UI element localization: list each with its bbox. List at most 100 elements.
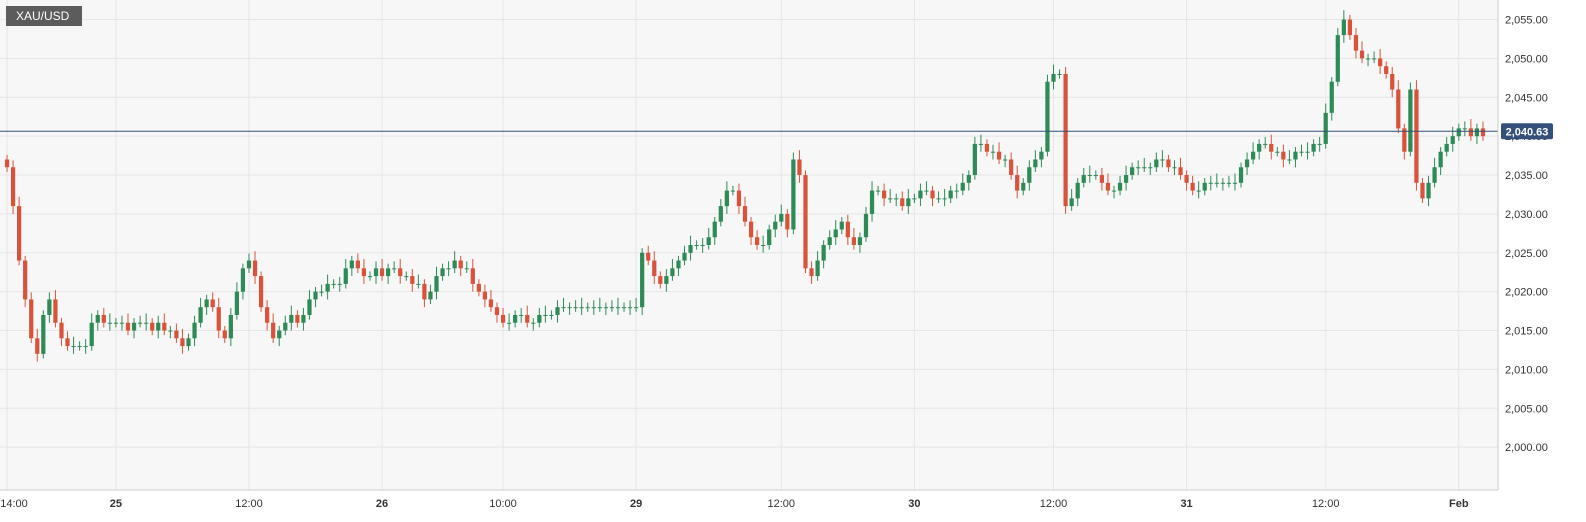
candle-body	[71, 346, 76, 348]
candle-body	[295, 314, 300, 323]
candle-body	[742, 206, 748, 222]
candle-body	[392, 268, 397, 270]
candle-body	[1359, 50, 1365, 59]
candle-body	[1184, 175, 1189, 183]
candle-body	[646, 252, 651, 261]
candle-body	[331, 283, 336, 285]
candle-body	[1468, 128, 1473, 137]
candle-body	[1160, 159, 1165, 161]
candle-body	[1444, 143, 1449, 152]
candle-body	[718, 206, 723, 222]
candle-body	[936, 198, 941, 200]
candle-body	[1317, 143, 1322, 145]
candle-body	[1015, 175, 1020, 191]
candle-body	[513, 314, 518, 323]
candle-body	[59, 322, 64, 339]
candle-body	[137, 322, 143, 324]
candle-body	[597, 307, 602, 309]
candle-body	[1462, 128, 1467, 130]
candle-body	[252, 260, 258, 277]
candle-body	[773, 221, 778, 230]
candle-body	[863, 213, 869, 238]
candle-body	[1341, 19, 1346, 36]
candle-body	[688, 245, 693, 253]
candle-body	[809, 268, 814, 277]
candle-body	[712, 221, 717, 238]
candle-body	[754, 237, 760, 245]
candle-body	[1063, 73, 1068, 207]
candle-body	[1142, 167, 1147, 169]
y-tick-label: 2,055.00	[1505, 15, 1548, 27]
candle-body	[156, 322, 161, 331]
candle-body	[1420, 182, 1425, 199]
candle-body	[482, 291, 488, 300]
candle-body	[1269, 143, 1274, 152]
candle-body	[271, 322, 276, 339]
candle-body	[634, 307, 639, 309]
candle-body	[367, 276, 373, 278]
candle-body	[89, 322, 94, 347]
candle-body	[851, 237, 856, 245]
candle-body	[228, 314, 233, 339]
candle-body	[1220, 182, 1225, 184]
candle-body	[379, 268, 385, 277]
candle-body	[664, 276, 669, 284]
candle-body	[398, 268, 403, 277]
candle-body	[204, 299, 209, 308]
candle-body	[258, 276, 264, 308]
candle-body	[803, 175, 808, 269]
candle-body	[954, 190, 959, 192]
candle-body	[833, 229, 838, 238]
candle-body	[144, 322, 149, 324]
candle-body	[1293, 151, 1298, 160]
candle-body	[1105, 182, 1111, 191]
candle-body	[537, 314, 542, 323]
candle-body	[785, 213, 790, 230]
candle-body	[113, 322, 119, 324]
candle-body	[761, 245, 766, 246]
candle-body	[1323, 112, 1328, 144]
candle-body	[1353, 35, 1359, 51]
candle-body	[210, 299, 215, 308]
x-tick-label: 29	[630, 498, 642, 510]
candles	[4, 10, 1486, 362]
candle-body	[355, 260, 360, 269]
candle-body	[1208, 182, 1213, 184]
candle-body	[543, 314, 548, 316]
candle-body	[706, 237, 711, 245]
candle-body	[730, 190, 736, 192]
candle-body	[1474, 128, 1480, 137]
candle-body	[882, 190, 887, 199]
candle-body	[192, 322, 197, 339]
candle-body	[1226, 182, 1232, 184]
y-tick-label: 2,020.00	[1505, 287, 1548, 299]
candle-body	[373, 268, 379, 277]
candle-body	[1238, 167, 1244, 183]
candle-body	[1287, 159, 1292, 161]
last-price-badge: 2,040.63	[1501, 123, 1553, 140]
candle-body	[966, 175, 971, 183]
candle-body	[1196, 190, 1201, 192]
candle-body	[1214, 182, 1219, 184]
y-tick-label: 2,045.00	[1505, 92, 1548, 104]
candle-body	[77, 346, 82, 348]
candle-body	[1432, 167, 1437, 183]
last-price-label: 2,040.63	[1506, 126, 1549, 138]
candle-body	[1172, 167, 1177, 169]
candle-body	[125, 322, 131, 331]
candle-body	[1329, 81, 1334, 113]
y-axis: 2,000.00 2,005.00 2,010.00 2,015.00 2,020.00…	[1505, 15, 1548, 455]
candle-body	[1039, 151, 1044, 160]
candle-body	[549, 314, 554, 316]
x-tick-label: Feb	[1449, 498, 1469, 510]
candle-body	[10, 167, 16, 207]
candle-body	[1390, 73, 1395, 90]
candle-body	[343, 268, 348, 284]
candle-body	[1178, 167, 1183, 176]
candle-body	[1057, 73, 1062, 75]
candle-body	[682, 252, 687, 261]
candle-body	[35, 338, 40, 354]
x-tick-label: 25	[110, 498, 122, 510]
candle-body	[1081, 175, 1086, 183]
